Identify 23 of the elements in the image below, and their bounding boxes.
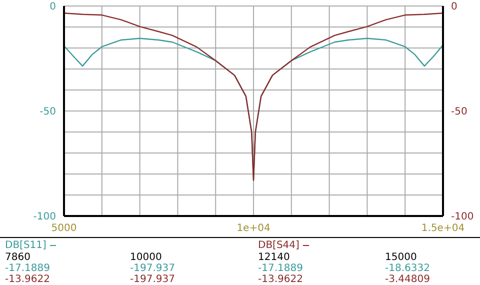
- text: -3.44809: [385, 274, 430, 285]
- text: -197.937: [130, 263, 175, 274]
- y2-tick-label: -100: [451, 212, 474, 223]
- text: -17.1889: [258, 263, 303, 274]
- y-tick-label: 0: [50, 2, 56, 13]
- x-tick-label: 1e+04: [236, 223, 270, 234]
- y-tick-label: -50: [40, 106, 56, 118]
- legend-label: DB[S44]: [258, 240, 300, 251]
- y2-tick-label: -50: [451, 106, 468, 118]
- text: 7860: [5, 252, 30, 263]
- text: 12140: [258, 252, 290, 263]
- text: -17.1889: [5, 263, 50, 274]
- text: -13.9622: [258, 274, 303, 285]
- text: -18.6332: [385, 263, 430, 274]
- y-tick-label: -100: [33, 212, 56, 223]
- x-tick-label: 5000: [51, 223, 77, 234]
- text: 15000: [385, 252, 417, 263]
- text: 10000: [130, 252, 162, 263]
- x-tick-label: 1.5e+04: [421, 223, 465, 234]
- legend-label: DB[S11]: [5, 240, 48, 251]
- text: -197.937: [130, 274, 175, 285]
- text: -13.9622: [5, 274, 50, 285]
- y2-tick-label: 0: [451, 2, 458, 13]
